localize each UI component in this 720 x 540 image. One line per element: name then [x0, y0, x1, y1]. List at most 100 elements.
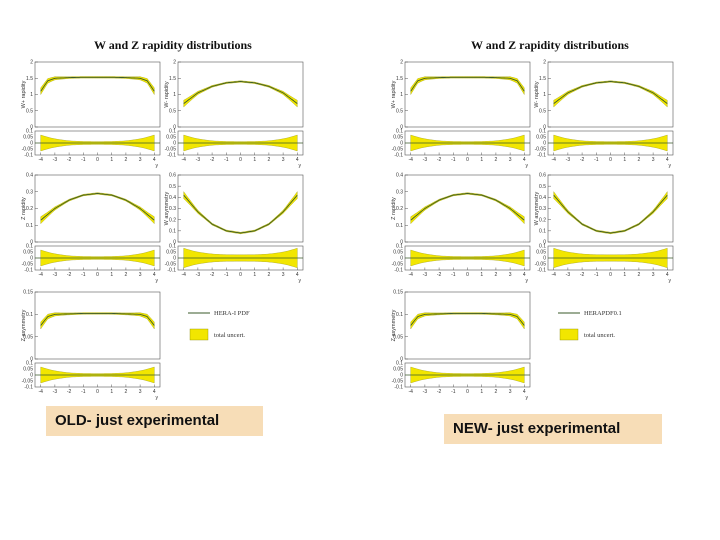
- ratio-tick-label: 0.05: [393, 135, 403, 141]
- y-tick-label: 0.15: [393, 290, 403, 296]
- ratio-tick-label: -0.1: [394, 385, 403, 391]
- central-curve: [40, 312, 155, 326]
- x-tick-label: 0: [96, 157, 99, 163]
- panel-w-rapidity: 21.510.50W- rapidity0.10.050-0.05-0.1-4-…: [164, 60, 304, 169]
- x-axis-label: y: [156, 395, 159, 400]
- legend-band-label: total uncert.: [214, 332, 245, 339]
- y-tick-label: 1.5: [539, 76, 546, 82]
- x-axis-label: y: [669, 278, 672, 284]
- x-axis-label: y: [156, 163, 159, 169]
- ratio-tick-label: -0.05: [392, 147, 404, 153]
- y-tick-label: 0: [543, 125, 546, 131]
- y-tick-label: 0: [543, 240, 546, 246]
- y-tick-label: 0.2: [169, 217, 176, 223]
- ratio-tick-label: 0: [173, 256, 176, 262]
- ratio-tick-label: -0.1: [24, 385, 33, 391]
- x-tick-label: 0: [466, 157, 469, 163]
- y-tick-label: 0.4: [169, 195, 176, 201]
- caption-new: NEW- just experimental: [444, 414, 662, 444]
- y-tick-label: 2: [543, 60, 546, 66]
- figure-title: W and Z rapidity distributions: [94, 38, 252, 52]
- x-tick-label: -3: [566, 157, 571, 163]
- x-tick-label: -3: [196, 272, 201, 278]
- ratio-tick-label: 0.1: [396, 244, 403, 250]
- y-axis-label: W+ rapidity: [21, 80, 27, 108]
- y-tick-label: 0.4: [26, 173, 33, 179]
- x-tick-label: -1: [81, 157, 86, 163]
- central-curve: [410, 312, 525, 326]
- ratio-tick-label: 0: [543, 256, 546, 262]
- y-tick-label: 0.1: [539, 229, 546, 235]
- panel-w-rapidity: 21.510.50W- rapidity0.10.050-0.05-0.1-4-…: [534, 60, 674, 169]
- y-axis-label: Z rapidity: [21, 197, 27, 220]
- y-tick-label: 0: [30, 357, 33, 363]
- y-tick-label: 0.6: [539, 173, 546, 179]
- ratio-tick-label: 0.05: [166, 135, 176, 141]
- x-tick-label: 3: [509, 389, 512, 395]
- ratio-tick-label: 0: [30, 141, 33, 147]
- y-axis-label: W- rapidity: [164, 81, 170, 107]
- ratio-tick-label: -0.1: [24, 268, 33, 274]
- x-tick-label: -3: [53, 389, 58, 395]
- x-tick-label: 0: [239, 157, 242, 163]
- y-tick-label: 0.3: [539, 206, 546, 212]
- x-tick-label: -1: [81, 272, 86, 278]
- panel-z-rapidity: 0.40.30.20.10Z rapidity0.10.050-0.05-0.1…: [21, 173, 161, 284]
- ratio-tick-label: 0: [30, 256, 33, 262]
- x-tick-label: -4: [408, 157, 413, 163]
- y-tick-label: 0.1: [169, 229, 176, 235]
- y-axis-label: W asymmetry: [534, 191, 540, 225]
- x-tick-label: 1: [623, 157, 626, 163]
- y-tick-label: 1: [543, 92, 546, 98]
- x-tick-label: 3: [139, 157, 142, 163]
- x-tick-label: -2: [437, 157, 442, 163]
- ratio-tick-label: 0.1: [539, 129, 546, 135]
- ratio-tick-label: 0.05: [23, 250, 33, 256]
- ratio-tick-label: -0.1: [167, 268, 176, 274]
- ratio-tick-label: 0: [400, 373, 403, 379]
- x-tick-label: -3: [53, 157, 58, 163]
- uncertainty-band: [40, 192, 155, 225]
- x-tick-label: -3: [423, 157, 428, 163]
- ratio-tick-label: 0.05: [393, 250, 403, 256]
- x-axis-label: y: [299, 278, 302, 284]
- x-tick-label: -4: [408, 272, 413, 278]
- y-tick-label: 0.5: [169, 108, 176, 114]
- x-tick-label: 0: [609, 272, 612, 278]
- x-tick-label: 4: [153, 157, 156, 163]
- x-axis-label: y: [526, 278, 529, 284]
- y-tick-label: 0: [400, 357, 403, 363]
- y-tick-label: 1: [400, 92, 403, 98]
- y-tick-label: 1.5: [396, 76, 403, 82]
- ratio-tick-label: 0.05: [536, 135, 546, 141]
- y-axis-label: Z asymmetry: [391, 309, 397, 341]
- ratio-tick-label: 0.05: [393, 367, 403, 373]
- x-tick-label: 4: [523, 272, 526, 278]
- y-tick-label: 0.3: [26, 189, 33, 195]
- x-tick-label: 3: [509, 272, 512, 278]
- x-tick-label: -4: [551, 272, 556, 278]
- figure-title: W and Z rapidity distributions: [471, 38, 629, 52]
- central-curve: [410, 192, 525, 221]
- x-tick-label: -2: [437, 272, 442, 278]
- panel-z-rapidity: 0.40.30.20.10Z rapidity0.10.050-0.05-0.1…: [391, 173, 531, 284]
- y-tick-label: 0.3: [169, 206, 176, 212]
- figure-old: W and Z rapidity distributions 2 1.5 1 0.5 0…: [10, 0, 340, 400]
- y-tick-label: 2: [173, 60, 176, 66]
- y-tick-label: 0.05: [393, 334, 403, 340]
- ratio-tick-label: -0.05: [22, 147, 34, 153]
- x-tick-label: -2: [580, 272, 585, 278]
- ratio-tick-label: 0.05: [23, 367, 33, 373]
- x-tick-label: -3: [423, 389, 428, 395]
- y-tick-label: 0.15: [23, 290, 33, 296]
- y-tick-label: 0: [400, 240, 403, 246]
- legend-line-label: HERA-I PDF: [214, 310, 250, 317]
- main-frame: [404, 61, 531, 128]
- y-tick-label: 1: [173, 92, 176, 98]
- x-tick-label: 0: [96, 272, 99, 278]
- x-tick-label: -4: [181, 272, 186, 278]
- central-curve: [40, 76, 155, 92]
- x-tick-label: -1: [81, 389, 86, 395]
- y-tick-label: 0: [173, 240, 176, 246]
